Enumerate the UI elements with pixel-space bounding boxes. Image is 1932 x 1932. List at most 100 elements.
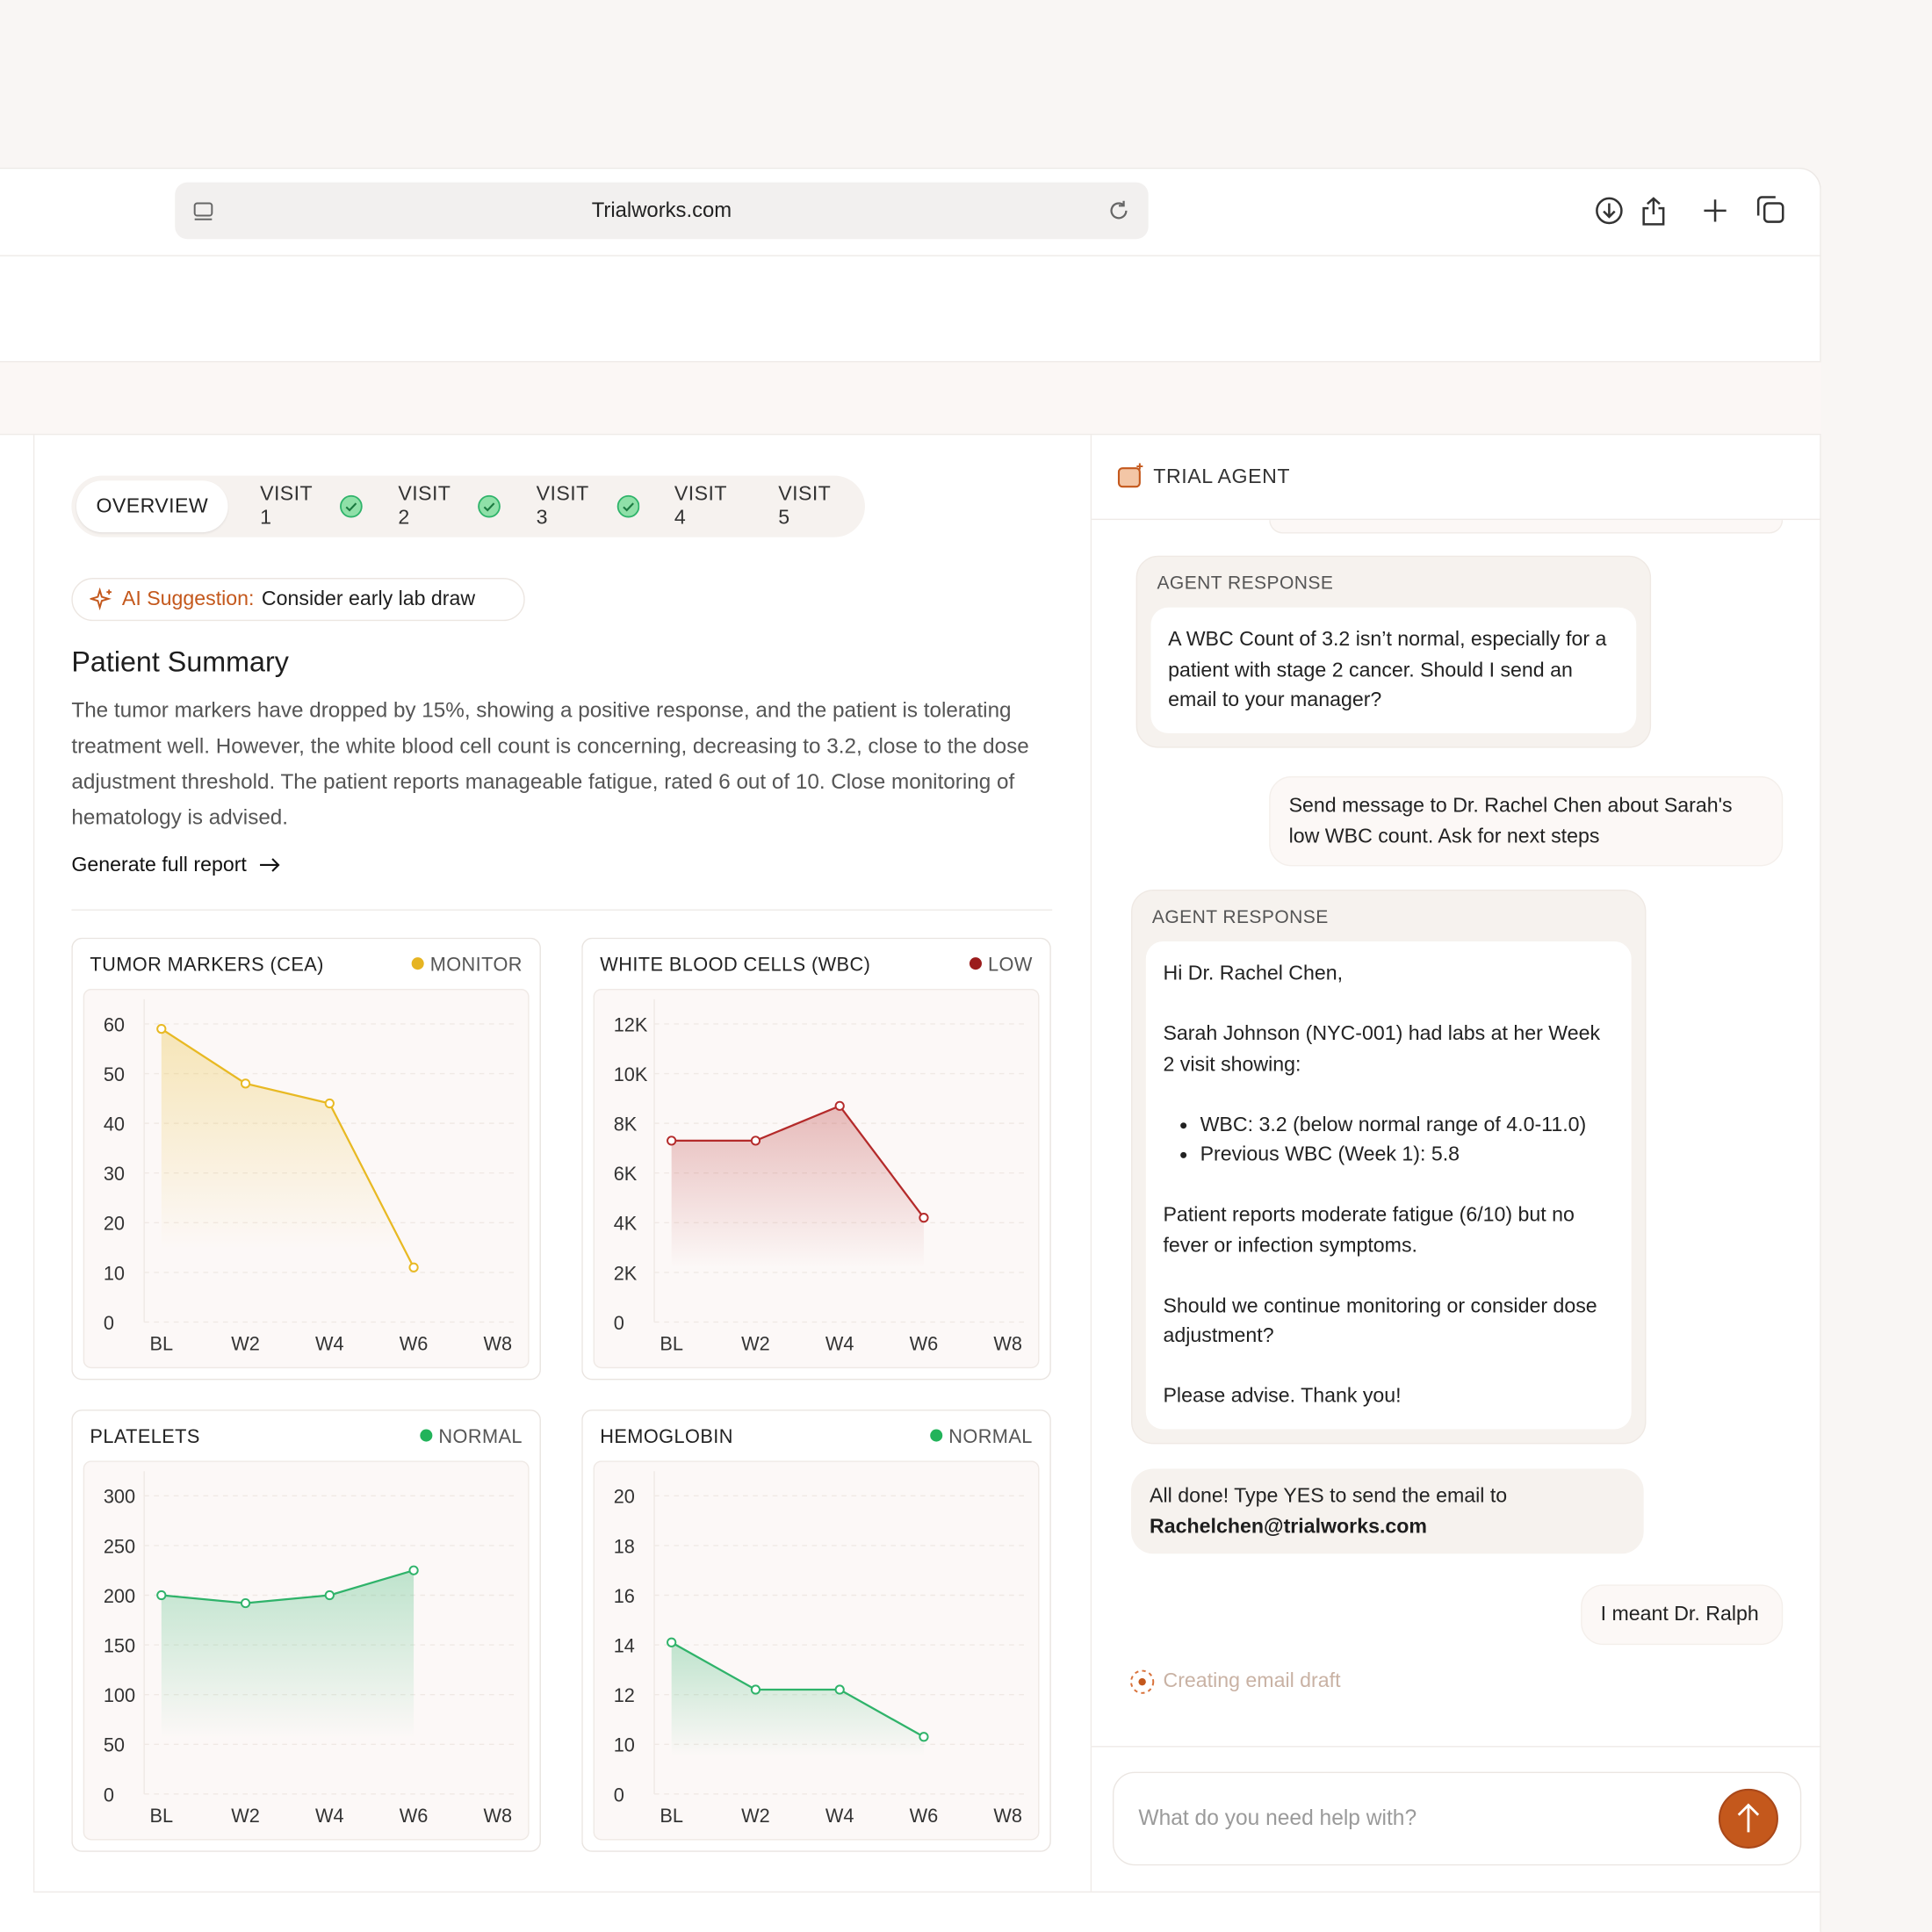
x-tick-label: W8 [993, 1333, 1022, 1355]
tab-label: OVERVIEW [96, 494, 209, 517]
area [671, 1642, 924, 1794]
agent-status: Creating email draft [1163, 1669, 1341, 1692]
y-tick-label: 14 [614, 1635, 635, 1657]
tab-label: VISIT 3 [536, 482, 589, 529]
y-tick-label: 0 [104, 1784, 114, 1806]
y-tick-label: 250 [104, 1535, 135, 1557]
point [919, 1213, 929, 1223]
paragraph: A WBC Count of 3.2 isn’t normal, especia… [1168, 628, 1607, 711]
area [161, 1570, 415, 1794]
address-bar[interactable] [175, 182, 1149, 240]
chart-title: WHITE BLOOD CELLS (WBC) [600, 954, 870, 976]
x-tick-label: W2 [231, 1333, 260, 1355]
y-tick-label: 0 [614, 1784, 624, 1806]
reload-icon[interactable] [1106, 197, 1133, 224]
status-dot [420, 1429, 433, 1442]
y-tick-label: 20 [104, 1213, 125, 1235]
x-tick-label: BL [150, 1333, 174, 1355]
x-tick-label: W6 [910, 1333, 939, 1355]
y-tick-label: 0 [104, 1312, 114, 1334]
paragraph: Sarah Johnson (NYC-001) had labs at her … [1163, 1022, 1601, 1076]
check-circle [616, 494, 639, 518]
check-mark [345, 502, 357, 512]
tab[interactable]: OVERVIEW [76, 480, 228, 533]
chart-card: TUMOR MARKERS (CEA) MONITOR 0 10 20 30 40 50 60 B… [71, 937, 541, 1381]
x-tick-label: BL [660, 1805, 683, 1827]
message-body: A WBC Count of 3.2 isn’t normal, especia… [1150, 607, 1637, 733]
x-tick-label: W8 [484, 1805, 513, 1827]
divider [32, 435, 35, 1892]
check-mark [622, 502, 634, 512]
point [834, 1684, 845, 1695]
check-icon [478, 494, 501, 518]
tab-label: VISIT 5 [778, 482, 831, 529]
point [240, 1078, 251, 1089]
report-link-text: Generate full report [71, 854, 247, 876]
y-tick-label: 40 [104, 1114, 125, 1135]
x-tick-label: W2 [231, 1805, 260, 1827]
paragraph: Should we continue monitoring or conside… [1163, 1294, 1597, 1347]
check-icon [340, 494, 364, 518]
toolbar-band [0, 361, 1821, 436]
x-tick-label: W4 [315, 1805, 344, 1827]
point [750, 1135, 761, 1146]
divider [71, 909, 1053, 911]
message: All done! Type YES to send the email to R… [1131, 1468, 1644, 1554]
chat-input[interactable] [1112, 1771, 1802, 1866]
divider [1090, 435, 1092, 1892]
tab[interactable]: VISIT 3 [519, 480, 657, 532]
message-label: AGENT RESPONSE [1151, 906, 1329, 928]
check-circle [340, 494, 364, 518]
browser-actions[interactable] [1592, 193, 1789, 230]
line [161, 1569, 415, 1604]
chart-title: PLATELETS [90, 1425, 199, 1447]
point [834, 1100, 845, 1111]
y-tick-label: 6K [614, 1163, 638, 1185]
x-tick-label: W4 [825, 1333, 854, 1355]
y-tick-label: 50 [104, 1063, 125, 1085]
x-tick-label: W6 [400, 1805, 429, 1827]
report-link[interactable]: Generate full report [71, 850, 281, 880]
tab-icon[interactable] [192, 199, 217, 224]
x-tick-label: W6 [400, 1333, 429, 1355]
y-tick-label: 200 [104, 1585, 135, 1607]
chart-card: HEMOGLOBIN NORMAL 0 10 12 14 16 18 20 BL W2 W4 W6 W8 [581, 1409, 1051, 1852]
y-tick-label: 20 [614, 1486, 635, 1508]
spinner-icon [1130, 1669, 1155, 1694]
status-dot [969, 957, 982, 970]
point [667, 1135, 677, 1146]
suggestion-text: Consider early lab draw [261, 588, 476, 610]
status-dot [930, 1429, 943, 1442]
chart-card: WHITE BLOOD CELLS (WBC) LOW 0 2K 4K 6K 8K 10K 12… [581, 937, 1051, 1381]
input-placeholder: What do you need help with? [1138, 1805, 1417, 1830]
agent-icon [1117, 463, 1143, 488]
status-dot [411, 957, 424, 970]
send-button[interactable] [1718, 1788, 1779, 1849]
tab[interactable]: VISIT 5 [761, 480, 865, 532]
email: Rachelchen@trialworks.com [1150, 1515, 1427, 1538]
chart-status: MONITOR [430, 954, 523, 976]
bullet-list: WBC: 3.2 (below normal range of 4.0-11.0… [1163, 1109, 1614, 1170]
chart-status: LOW [988, 954, 1033, 976]
y-tick-label: 4K [614, 1213, 638, 1235]
x-tick-label: BL [150, 1805, 174, 1827]
paragraph: Hi Dr. Rachel Chen, [1163, 962, 1344, 985]
tab[interactable]: VISIT 4 [657, 480, 761, 532]
ai-suggestion[interactable]: AI Suggestion: Consider early lab draw [71, 578, 525, 622]
tab[interactable]: VISIT 2 [381, 480, 519, 532]
summary-title: Patient Summary [71, 645, 289, 678]
tab[interactable]: VISIT 1 [242, 480, 380, 532]
summary-text: The tumor markers have dropped by 15%, s… [71, 697, 1029, 830]
point [919, 1732, 929, 1742]
point [240, 1597, 251, 1609]
divider [1092, 1746, 1821, 1748]
message: Send message to Dr. Rachel Chen about Sa… [1269, 775, 1784, 867]
tab-label: VISIT 2 [398, 482, 451, 529]
point [324, 1590, 335, 1601]
y-tick-label: 12 [614, 1684, 635, 1706]
message: I meant Dr. Ralph [1581, 1584, 1784, 1645]
message-body: Hi Dr. Rachel Chen, Sarah Johnson (NYC-00… [1145, 941, 1632, 1429]
tab-label: VISIT 1 [260, 482, 313, 529]
arrow-icon [260, 858, 280, 872]
point [408, 1565, 419, 1575]
